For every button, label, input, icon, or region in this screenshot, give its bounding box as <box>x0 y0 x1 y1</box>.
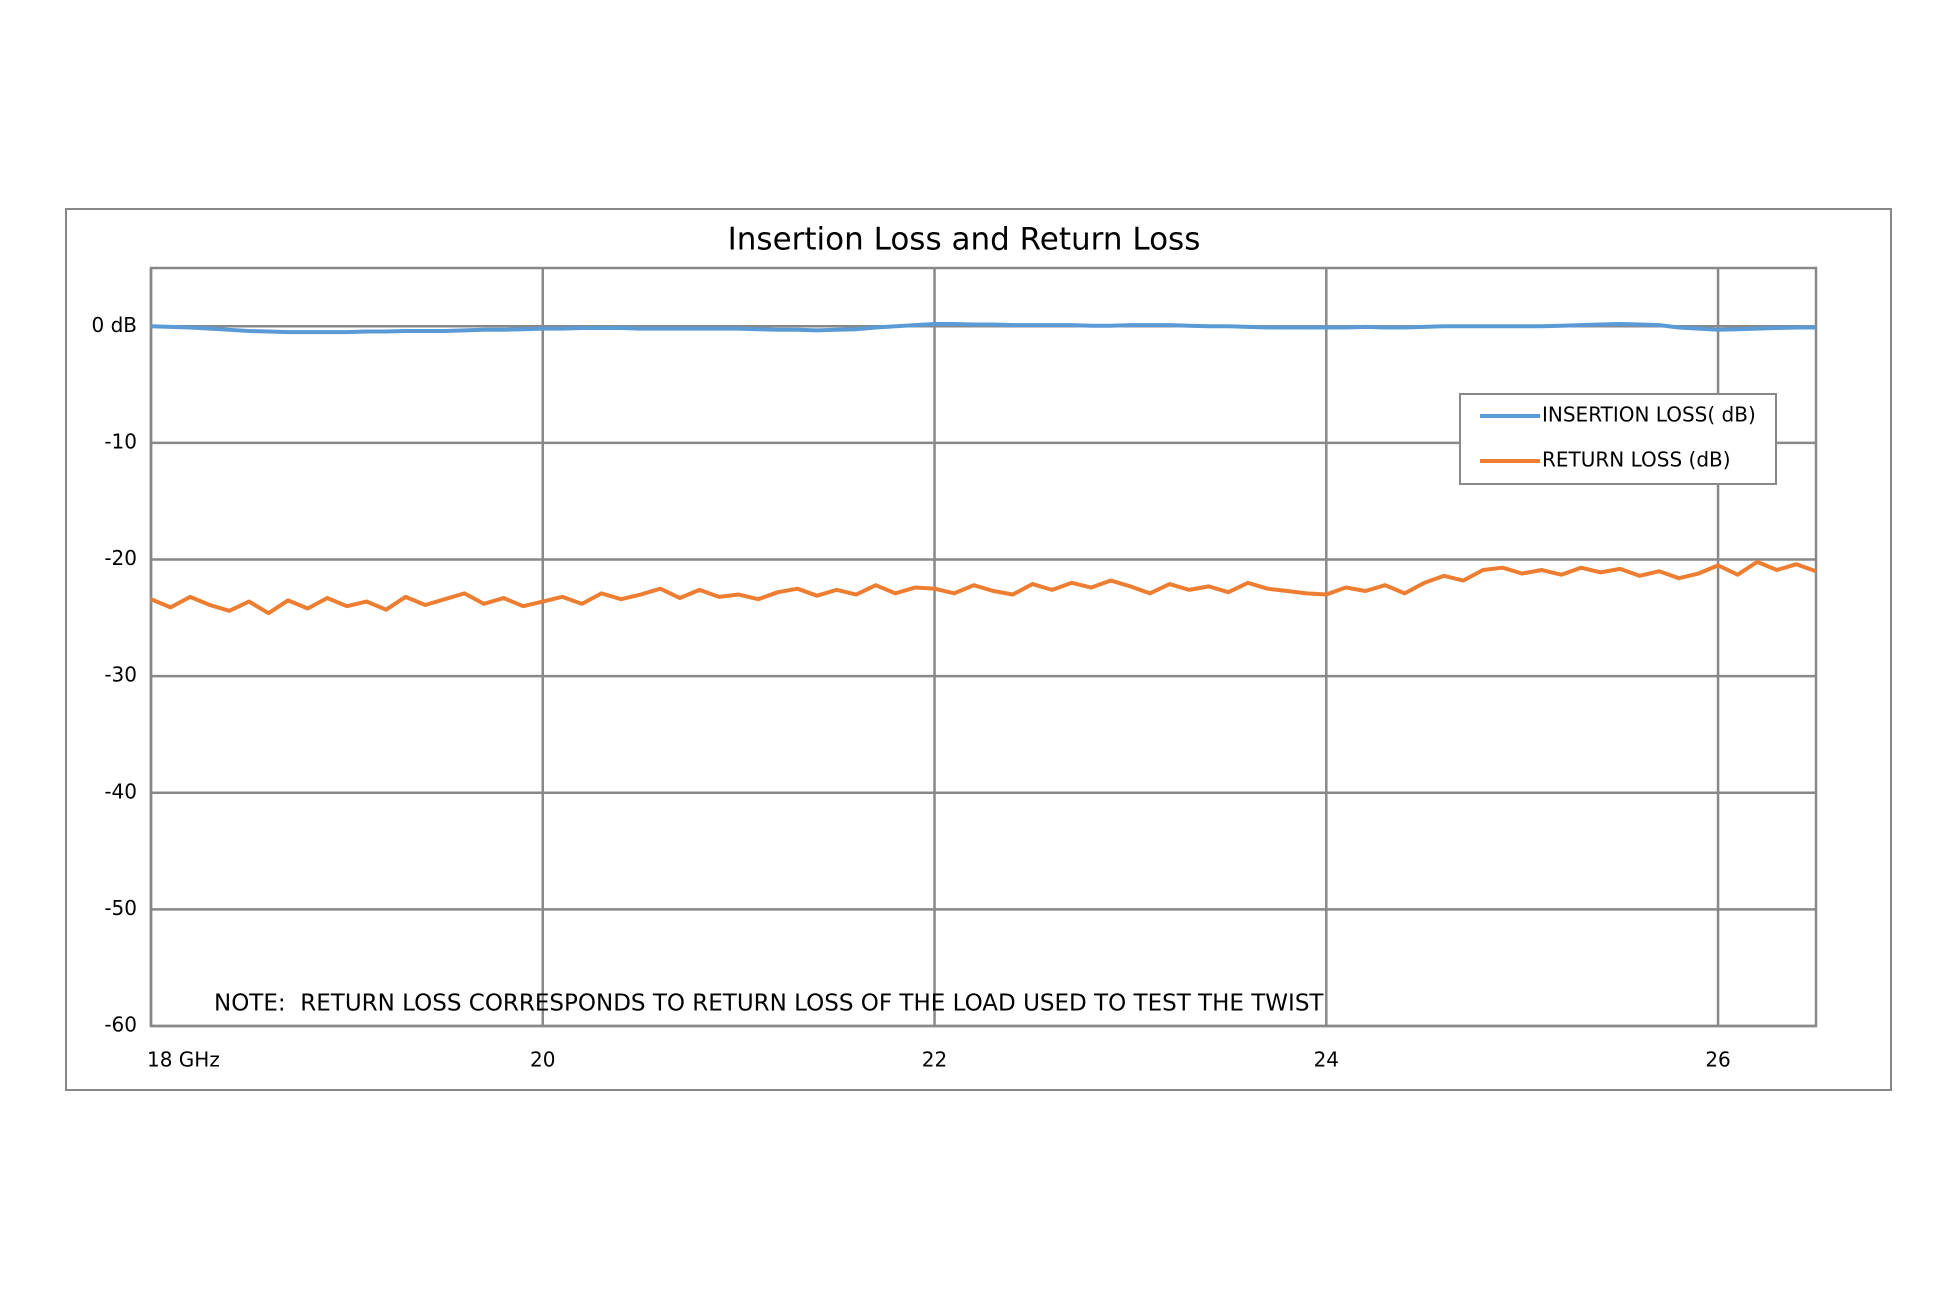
x-tick-label: 22 <box>922 1048 947 1072</box>
legend-box <box>1459 393 1777 485</box>
chart-frame <box>65 208 1892 1091</box>
legend-label: INSERTION LOSS( dB) <box>1542 403 1756 427</box>
y-tick-label: -20 <box>104 546 137 570</box>
legend-label: RETURN LOSS (dB) <box>1542 448 1731 472</box>
x-tick-label: 24 <box>1314 1048 1339 1072</box>
y-tick-label: -30 <box>104 663 137 687</box>
y-tick-label: -40 <box>104 779 137 803</box>
x-tick-label: 18 GHz <box>147 1048 220 1072</box>
y-tick-label: -50 <box>104 896 137 920</box>
series-line <box>150 559 1817 616</box>
x-tick-label: 26 <box>1705 1048 1730 1072</box>
y-tick-label: -60 <box>104 1013 137 1037</box>
y-tick-label: -10 <box>104 429 137 453</box>
annotation: NOTE: RETURN LOSS CORRESPONDS TO RETURN … <box>214 991 1324 1017</box>
y-tick-label: 0 dB <box>92 313 138 337</box>
chart-title: Insertion Loss and Return Loss <box>728 222 1201 258</box>
plot-border <box>149 266 1818 1028</box>
x-tick-label: 20 <box>530 1048 555 1072</box>
series-line <box>150 321 1816 335</box>
